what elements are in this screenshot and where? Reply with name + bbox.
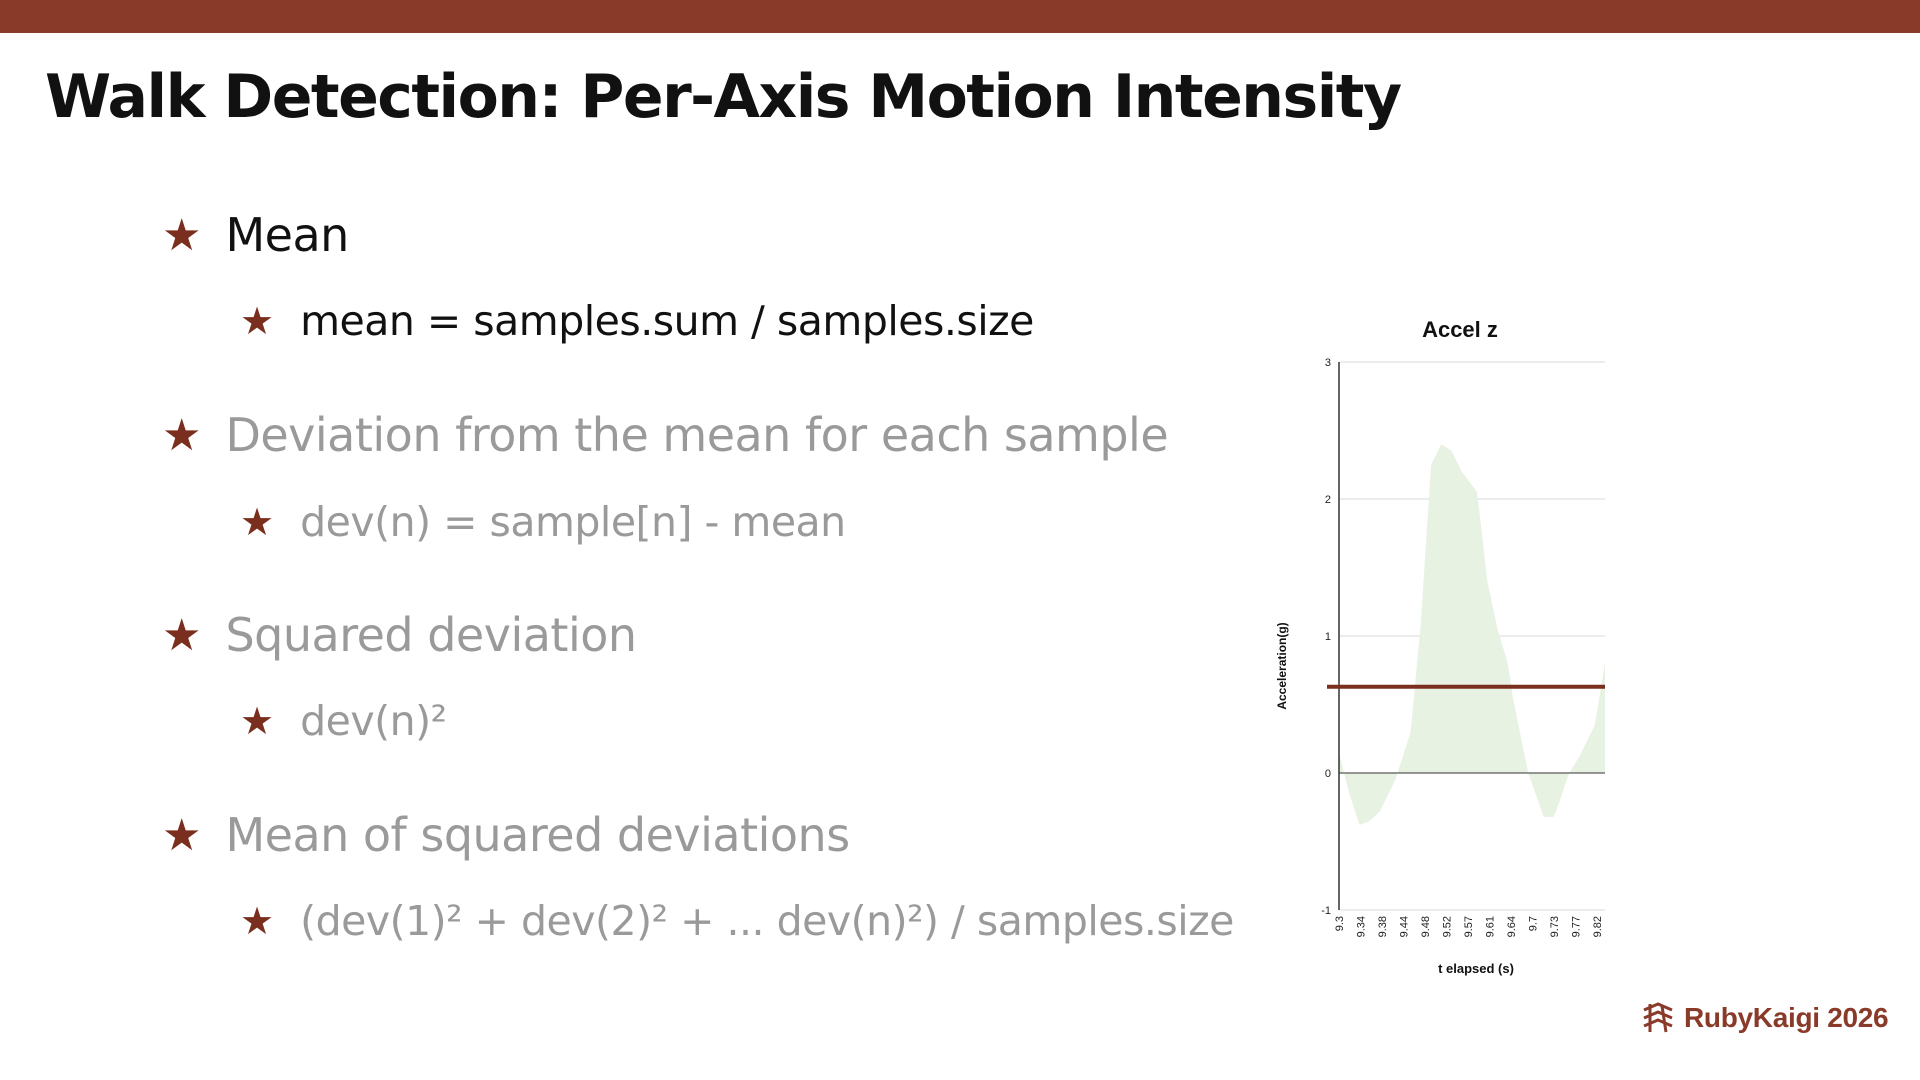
bullet-item: ★ Mean of squared deviations [162,808,850,862]
x-tick-label: 9.64 [1506,916,1518,937]
x-tick-label: 9.82 [1592,916,1604,937]
x-tick-label: 9.73 [1549,916,1561,937]
y-axis-label: Acceleration(g) [1275,622,1289,709]
star-icon: ★ [240,899,275,943]
slide-title: Walk Detection: Per-Axis Motion Intensit… [45,62,1402,132]
rubykaigi-logo: RubyKaigi 2026 [1640,1000,1889,1036]
logo-text: RubyKaigi 2026 [1684,1002,1889,1033]
x-tick-label: 9.38 [1377,916,1389,937]
star-icon: ★ [162,409,202,461]
y-tick-label: 0 [1325,768,1331,780]
x-tick-label: 9.48 [1420,916,1432,937]
x-tick-label: 9.52 [1442,916,1454,937]
x-tick-label: 9.44 [1399,916,1411,937]
x-tick-label: 9.57 [1463,916,1475,937]
top-accent-bar [0,0,1920,33]
bullet-text: Squared deviation [225,608,637,662]
bullet-item: ★ Mean [162,208,349,262]
y-tick-label: 2 [1325,494,1331,506]
sub-bullet-item: ★ (dev(1)² + dev(2)² + ... dev(n)²) / sam… [240,897,1234,945]
star-icon: ★ [162,809,202,861]
sub-bullet-item: ★ dev(n) = sample[n] - mean [240,498,846,546]
bullet-text: Deviation from the mean for each sample [225,408,1169,462]
y-tick-label: 1 [1325,631,1331,643]
x-tick-label: 9.61 [1485,916,1497,937]
bullet-item: ★ Squared deviation [162,608,637,662]
star-icon: ★ [162,609,202,661]
x-axis-label: t elapsed (s) [1438,961,1514,976]
x-tick-label: 9.7 [1528,916,1540,931]
star-icon: ★ [162,209,202,261]
bullet-text: Mean of squared deviations [225,808,850,862]
x-tick-label: 9.34 [1356,916,1368,937]
star-icon: ★ [240,299,275,343]
y-tick-label: -1 [1321,905,1331,917]
y-tick-label: 3 [1325,357,1331,369]
bullet-text: dev(n)² [300,697,447,745]
bullet-text: Mean [225,208,349,262]
series-area [1339,444,1605,826]
bullet-text: dev(n) = sample[n] - mean [300,498,846,546]
bullet-text: (dev(1)² + dev(2)² + ... dev(n)²) / samp… [300,897,1234,945]
bullet-text: mean = samples.sum / samples.size [300,297,1034,345]
rubykaigi-mark-icon [1643,1002,1673,1033]
accel-z-chart: Accel z 3 2 1 0 -19.3 9.34 9.38 9.44 9.48 9.52 9.57… [1275,317,1605,976]
sub-bullet-item: ★ mean = samples.sum / samples.size [240,297,1034,345]
sub-bullet-item: ★ dev(n)² [240,697,447,745]
bullet-item: ★ Deviation from the mean for each sample [162,408,1169,462]
star-icon: ★ [240,699,275,743]
star-icon: ★ [240,500,275,544]
chart-title: Accel z [1422,317,1498,342]
x-tick-label: 9.3 [1334,916,1346,931]
x-tick-label: 9.77 [1571,916,1583,937]
